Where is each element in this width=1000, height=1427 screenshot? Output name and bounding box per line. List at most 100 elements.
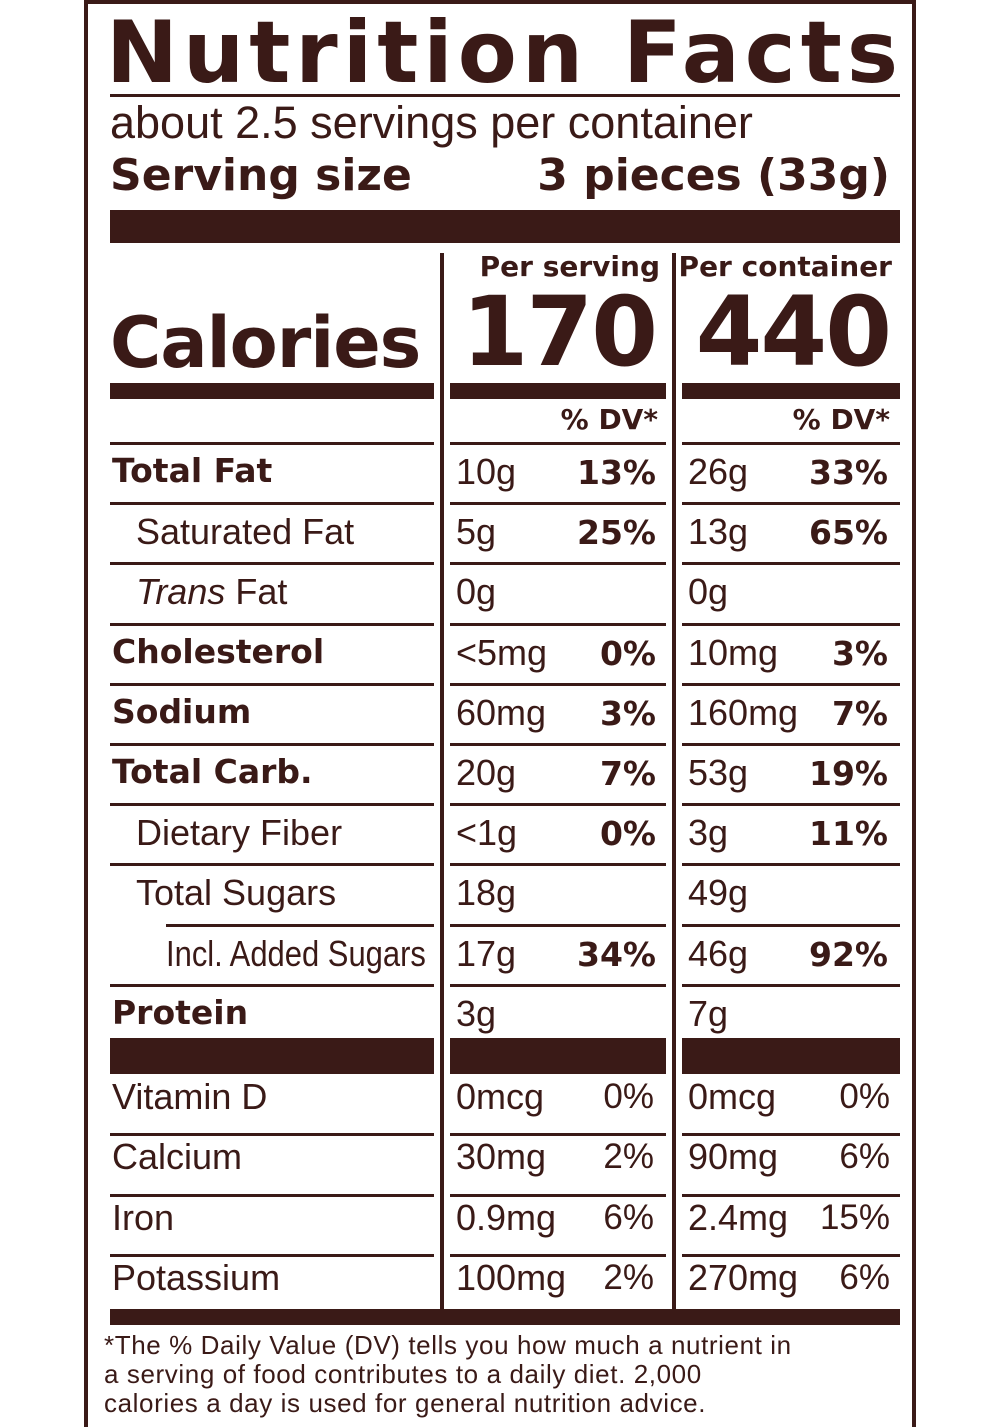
container-amount: 26g bbox=[688, 451, 749, 492]
row-rule-right bbox=[682, 622, 900, 626]
row-rule-right bbox=[682, 923, 900, 927]
vitamin-serving-amount: 30mg bbox=[456, 1136, 547, 1178]
container-dv: 33% bbox=[809, 453, 888, 492]
row-rule-left bbox=[110, 863, 434, 867]
vitamin-name: Vitamin D bbox=[112, 1076, 268, 1117]
row-rule-left bbox=[110, 622, 434, 626]
serving-dv: 3% bbox=[599, 693, 656, 733]
vitamin-container-amount: 0mcg bbox=[688, 1076, 777, 1117]
serving-amount: 18g bbox=[456, 872, 517, 914]
row-rule-left bbox=[110, 562, 434, 566]
dv-header-serving: % DV* bbox=[560, 403, 658, 436]
vitamin-bar-right bbox=[682, 1038, 900, 1074]
serving-amount: 10g bbox=[456, 451, 517, 492]
nutrient-name: Total Fat bbox=[112, 451, 273, 490]
row-rule-mid bbox=[450, 923, 666, 927]
row-rule-right bbox=[682, 803, 900, 807]
vitamin-container-dv: 0% bbox=[839, 1077, 890, 1116]
calories-rule-right bbox=[682, 383, 900, 399]
row-rule-left bbox=[110, 682, 434, 686]
vitamin-bar-mid bbox=[450, 1038, 666, 1074]
calories-rule-left bbox=[110, 383, 434, 399]
row-rule-mid bbox=[450, 562, 666, 566]
serving-dv: 34% bbox=[577, 934, 656, 974]
vitamin-name: Iron bbox=[112, 1196, 175, 1238]
row-rule-left bbox=[110, 983, 434, 987]
footnote: *The % Daily Value (DV) tells you how mu… bbox=[104, 1331, 792, 1418]
vitamin-rule-right bbox=[682, 1133, 900, 1137]
nutrient-name: Sodium bbox=[112, 691, 252, 731]
title-rule bbox=[110, 94, 900, 97]
vitamin-rule-mid bbox=[450, 1253, 666, 1257]
calories-rule-mid bbox=[450, 383, 666, 399]
serving-dv: 7% bbox=[599, 754, 656, 793]
serving-dv: 25% bbox=[577, 513, 656, 553]
row-rule-mid bbox=[450, 743, 666, 746]
column-divider-container bbox=[672, 253, 676, 1310]
serving-dv: 13% bbox=[577, 453, 656, 492]
label-title: Nutrition Facts bbox=[106, 3, 904, 103]
nutrient-name: Total Sugars bbox=[136, 872, 337, 914]
vitamin-container-dv: 6% bbox=[839, 1257, 890, 1297]
vitamin-name: Potassium bbox=[112, 1256, 281, 1298]
serving-amount: 60mg bbox=[456, 691, 547, 733]
dv-header-container: % DV* bbox=[792, 403, 890, 436]
nutrition-label: Nutrition Facts about 2.5 servings per c… bbox=[84, 0, 916, 1427]
calories-label: Calories bbox=[110, 302, 421, 384]
container-dv: 65% bbox=[809, 513, 888, 553]
vitamin-serving-dv: 0% bbox=[603, 1077, 654, 1116]
serving-amount: 20g bbox=[456, 752, 517, 793]
container-amount: 46g bbox=[688, 932, 749, 974]
serving-size-value: 3 pieces (33g) bbox=[537, 150, 890, 201]
per-serving-header: Per serving bbox=[479, 250, 660, 283]
footnote-line: a serving of food contributes to a daily… bbox=[104, 1359, 702, 1389]
container-amount: 0g bbox=[688, 571, 729, 613]
row-rule-mid bbox=[450, 863, 666, 867]
row-rule-right bbox=[682, 863, 900, 867]
row-rule-right bbox=[682, 562, 900, 566]
vitamin-container-amount: 270mg bbox=[688, 1256, 799, 1298]
container-amount: 3g bbox=[688, 812, 729, 854]
vitamin-serving-dv: 2% bbox=[603, 1257, 654, 1297]
serving-dv: 0% bbox=[599, 633, 656, 673]
vitamin-container-amount: 2.4mg bbox=[688, 1196, 789, 1238]
vitamin-container-dv: 6% bbox=[839, 1137, 890, 1177]
row-rule-right bbox=[682, 442, 900, 445]
serving-amount: <1g bbox=[456, 812, 518, 854]
serving-amount: <5mg bbox=[456, 631, 548, 673]
column-divider-serving bbox=[440, 253, 444, 1310]
serving-amount: 0g bbox=[456, 571, 497, 613]
row-rule-right bbox=[682, 983, 900, 987]
row-rule-left bbox=[110, 442, 434, 445]
serving-size-label: Serving size bbox=[110, 150, 412, 201]
vitamin-rule-left bbox=[110, 1133, 434, 1137]
nutrient-name: Trans Fat bbox=[136, 574, 287, 610]
vitamin-rule-mid bbox=[450, 1133, 666, 1137]
servings-per-container: about 2.5 servings per container bbox=[110, 97, 753, 148]
nutrient-name-rest: Fat bbox=[225, 571, 288, 613]
footnote-line: calories a day is used for general nutri… bbox=[104, 1388, 707, 1418]
row-rule-mid bbox=[450, 803, 666, 807]
row-rule-right bbox=[682, 743, 900, 746]
bottom-thick-rule bbox=[110, 1309, 900, 1325]
row-rule-right bbox=[682, 502, 900, 506]
calories-per-serving: 170 bbox=[461, 276, 658, 388]
row-rule-mid bbox=[450, 502, 666, 506]
serving-amount: 3g bbox=[456, 992, 497, 1034]
row-rule-mid bbox=[450, 442, 666, 445]
vitamin-rule-left bbox=[110, 1193, 434, 1197]
vitamin-container-amount: 90mg bbox=[688, 1136, 779, 1178]
nutrient-name: Dietary Fiber bbox=[136, 812, 343, 854]
nutrient-name: Incl. Added Sugars bbox=[166, 932, 426, 974]
container-dv: 11% bbox=[809, 814, 888, 854]
row-rule-mid bbox=[450, 983, 666, 987]
row-rule-mid bbox=[450, 682, 666, 686]
vitamin-container-dv: 15% bbox=[819, 1197, 890, 1237]
vitamin-serving-amount: 100mg bbox=[456, 1256, 567, 1298]
serving-amount: 5g bbox=[456, 511, 497, 553]
vitamin-name: Calcium bbox=[112, 1136, 243, 1178]
nutrient-name: Total Carb. bbox=[112, 752, 313, 791]
vitamin-rule-left bbox=[110, 1253, 434, 1257]
serving-amount: 17g bbox=[456, 932, 517, 974]
container-amount: 160mg bbox=[688, 691, 799, 733]
